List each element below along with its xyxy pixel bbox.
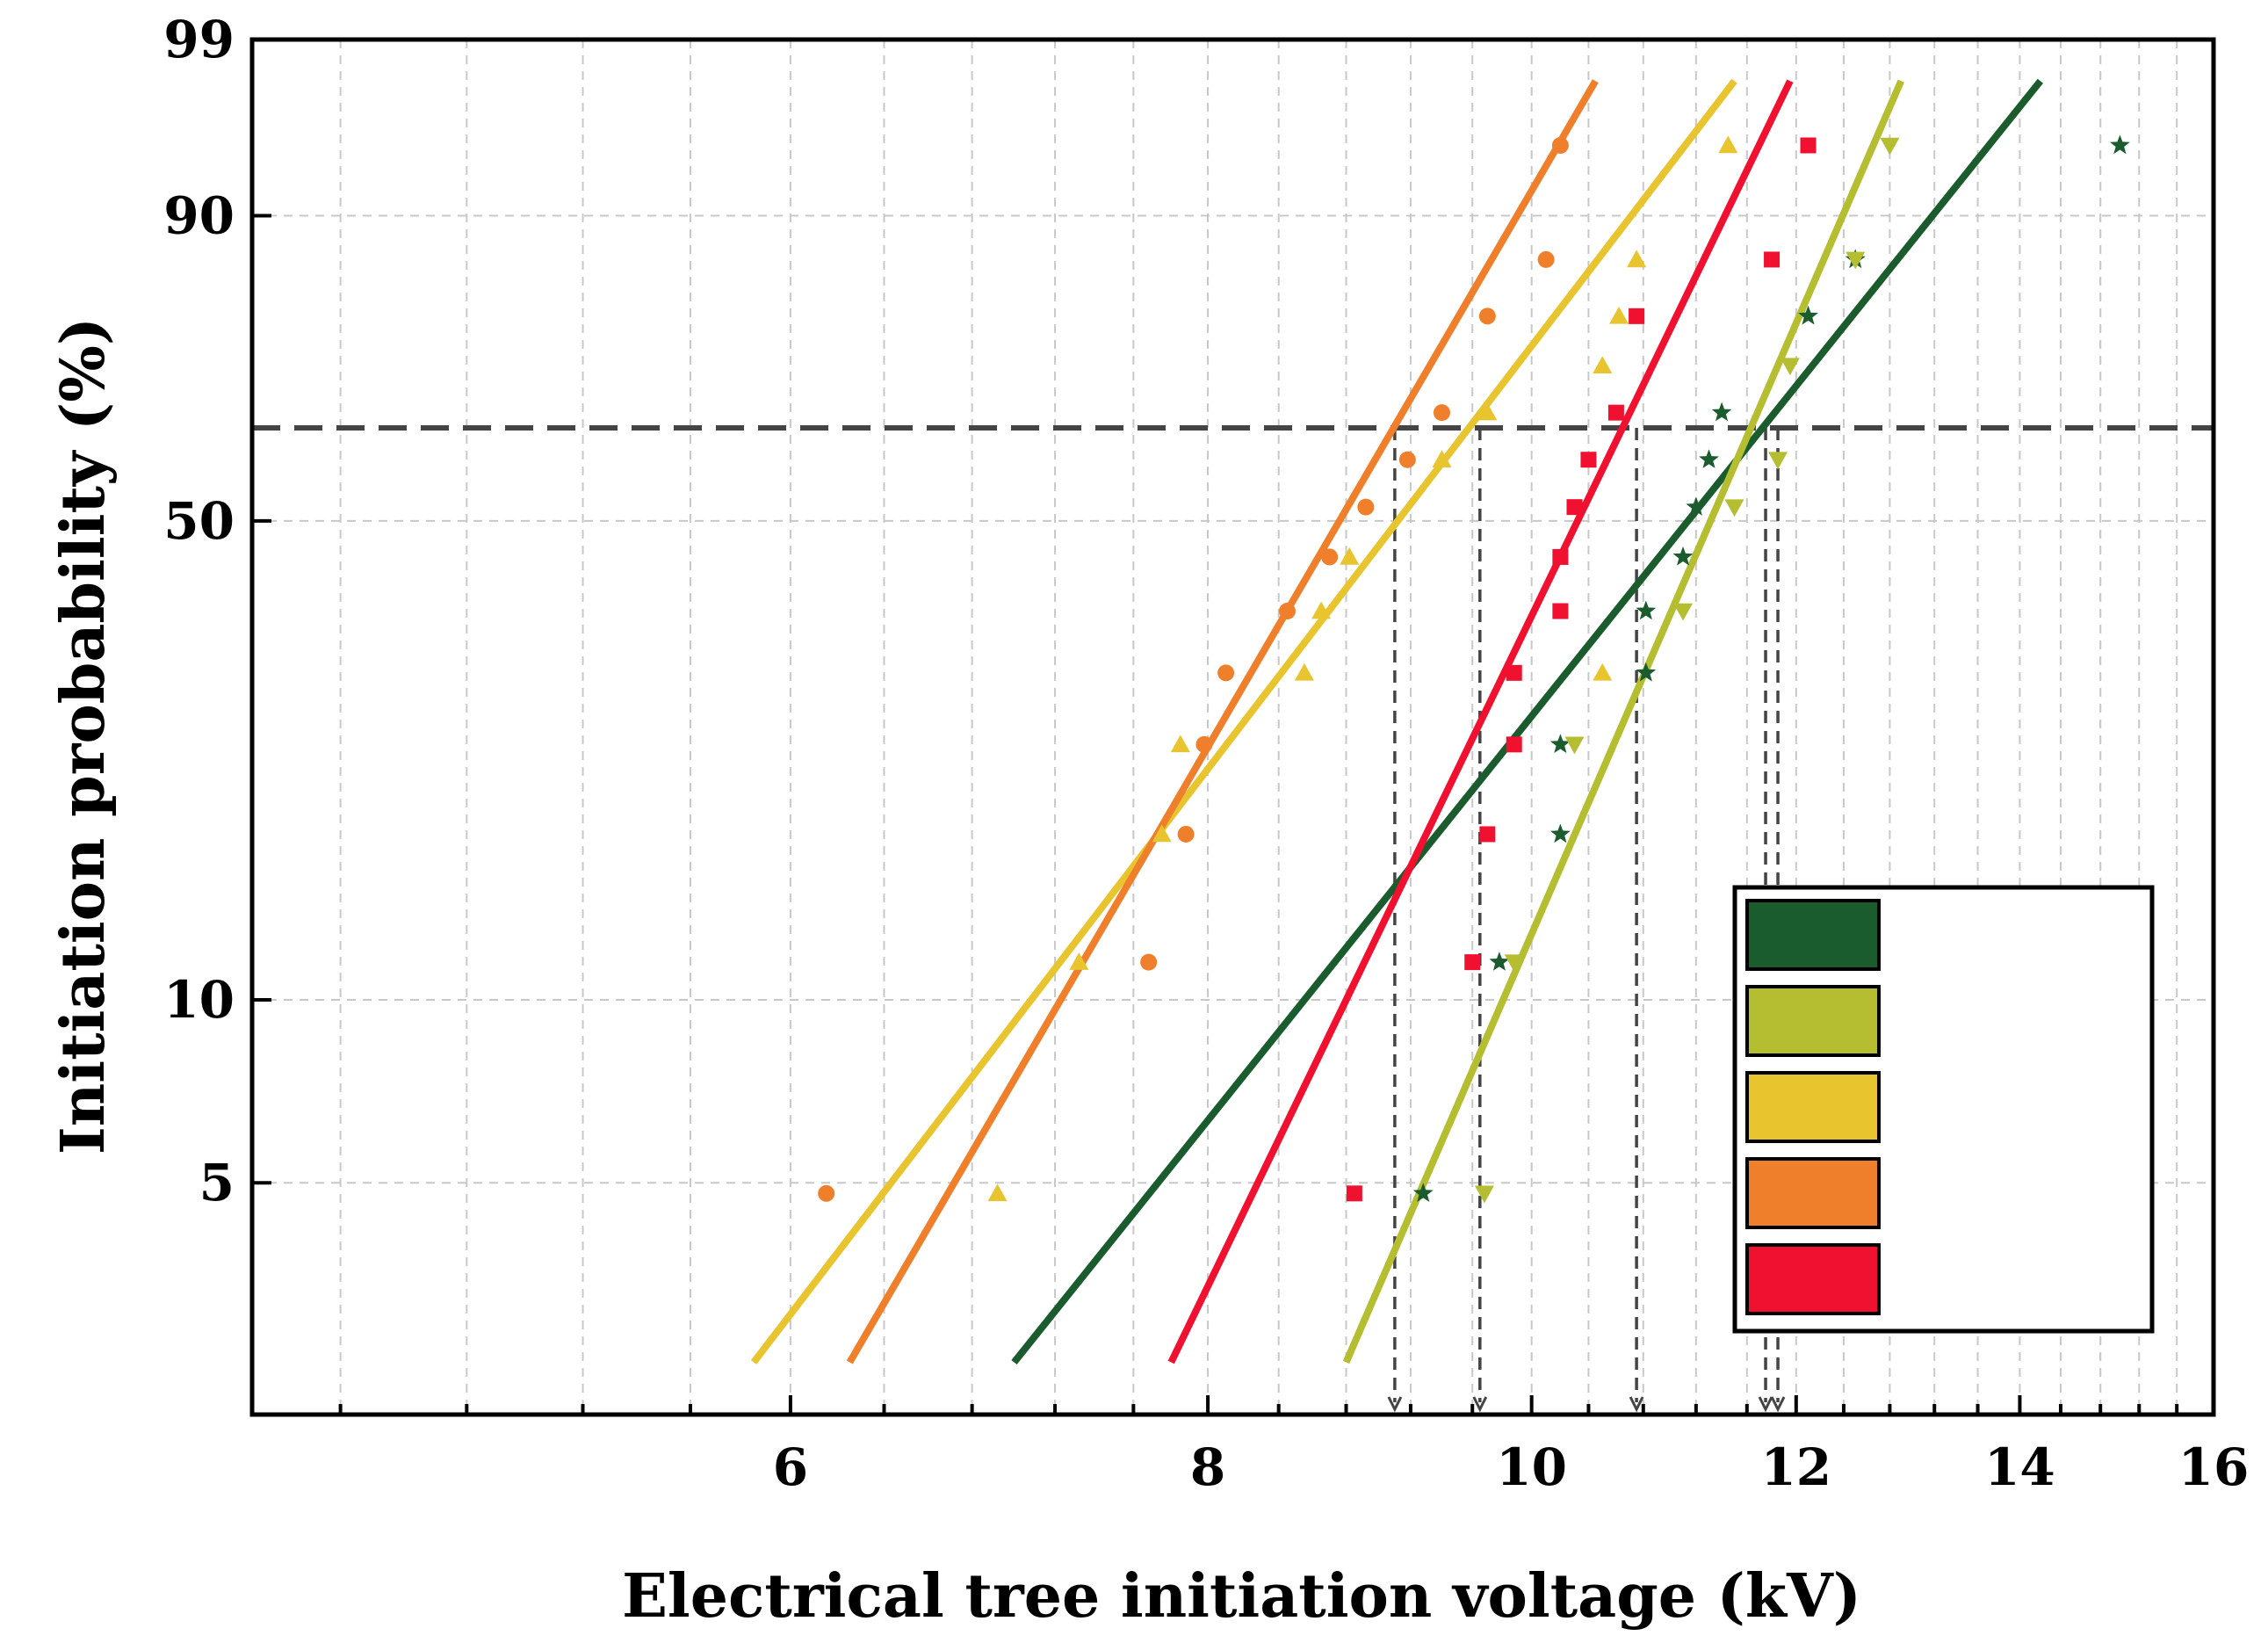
arrowhead (1387, 1396, 1403, 1413)
legend-swatch (1745, 985, 1881, 1057)
data-point (1768, 452, 1788, 470)
arrowhead (1758, 1396, 1773, 1413)
y-axis-tick-labels: 5 10 50 90 99 (163, 10, 235, 1212)
data-point (1566, 499, 1583, 516)
data-point (1152, 824, 1172, 843)
x-tick-label: 16 (2178, 1437, 2250, 1497)
data-point (1593, 662, 1613, 681)
data-point (1474, 1185, 1494, 1204)
characteristic-voltage-lines (1387, 427, 1786, 1413)
legend-swatch (1745, 1071, 1881, 1143)
data-point (1673, 603, 1694, 621)
fit-line (1167, 79, 1794, 1364)
data-point (1398, 451, 1416, 468)
arrowhead (1472, 1396, 1488, 1413)
data-point (2110, 134, 2130, 155)
data-point (1170, 735, 1190, 753)
data-point (1069, 952, 1089, 970)
y-tick-label: 10 (163, 970, 235, 1030)
data-point (1724, 499, 1744, 518)
data-point (1489, 952, 1510, 971)
data-point (1278, 603, 1296, 620)
arrowhead (1770, 1396, 1786, 1413)
data-point (1478, 308, 1496, 325)
data-point (1718, 135, 1738, 154)
data-point (1294, 662, 1314, 681)
data-point (1780, 358, 1800, 376)
data-point (1537, 250, 1555, 268)
data-point (1479, 826, 1496, 843)
y-tick-label: 90 (163, 186, 235, 246)
data-point (1629, 308, 1645, 324)
legend-swatch (1745, 899, 1881, 971)
data-point (1321, 548, 1339, 566)
fit-lines (750, 78, 2043, 1364)
data-point (1217, 664, 1235, 682)
data-point (1464, 954, 1481, 971)
data-point (1550, 823, 1571, 843)
data-point (1346, 1185, 1362, 1202)
x-tick-label: 12 (1760, 1437, 1831, 1497)
data-point (1607, 404, 1624, 421)
data-point (1340, 546, 1360, 565)
data-point (1800, 137, 1817, 154)
data-point (1195, 735, 1213, 753)
data-point (1552, 548, 1569, 565)
data-point (1880, 137, 1900, 156)
arrowhead (1629, 1396, 1644, 1413)
y-tick-label: 99 (163, 10, 235, 69)
data-point (1580, 452, 1597, 468)
data-point (1686, 496, 1707, 516)
data-point (1636, 600, 1657, 620)
data-point (1711, 402, 1732, 422)
data-point (1140, 953, 1158, 971)
data-point (1627, 250, 1647, 268)
data-point (1564, 736, 1585, 755)
fit-line (1011, 78, 2043, 1364)
data-point (818, 1184, 835, 1202)
fit-line (1342, 79, 1904, 1364)
data-point (1551, 136, 1569, 154)
x-tick-label: 6 (773, 1437, 808, 1497)
data-point (1177, 825, 1195, 843)
plot-frame (249, 37, 2216, 1417)
axis-ticks (252, 38, 2179, 1415)
data-point (1672, 546, 1694, 566)
data-point (1593, 356, 1613, 374)
legend-swatch (1745, 1157, 1881, 1229)
data-point (1506, 664, 1522, 681)
data-point (1845, 251, 1866, 270)
x-axis-tick-labels: 6 8 10 12 14 16 (773, 1437, 2250, 1497)
data-point (1477, 402, 1498, 421)
data-point (1552, 603, 1569, 619)
data-point (1412, 1183, 1434, 1202)
x-tick-label: 14 (1984, 1437, 2055, 1497)
data-point (1357, 498, 1375, 516)
data-point (1636, 662, 1657, 682)
x-tick-label: 8 (1190, 1437, 1225, 1497)
legend-swatch (1745, 1243, 1881, 1315)
x-axis-title: Electrical tree initiation voltage (kV) (622, 1561, 1861, 1632)
legend (1732, 885, 2155, 1334)
data-point (1433, 404, 1450, 422)
fit-line (846, 79, 1599, 1364)
y-tick-label: 50 (163, 491, 235, 551)
fit-line (750, 78, 1737, 1364)
data-point (1764, 251, 1780, 268)
x-tick-label: 10 (1496, 1437, 1567, 1497)
data-point (1699, 449, 1719, 468)
data-point (1432, 450, 1452, 468)
data-point (1504, 954, 1524, 973)
data-point (1311, 601, 1332, 619)
y-axis-title: Initiation probability (%) (48, 317, 119, 1154)
data-points (818, 134, 2130, 1204)
data-point (987, 1183, 1008, 1202)
data-point (1550, 734, 1571, 753)
y-tick-label: 5 (199, 1153, 235, 1212)
data-point (1798, 305, 1818, 325)
data-point (1609, 306, 1629, 324)
data-point (1506, 736, 1522, 753)
